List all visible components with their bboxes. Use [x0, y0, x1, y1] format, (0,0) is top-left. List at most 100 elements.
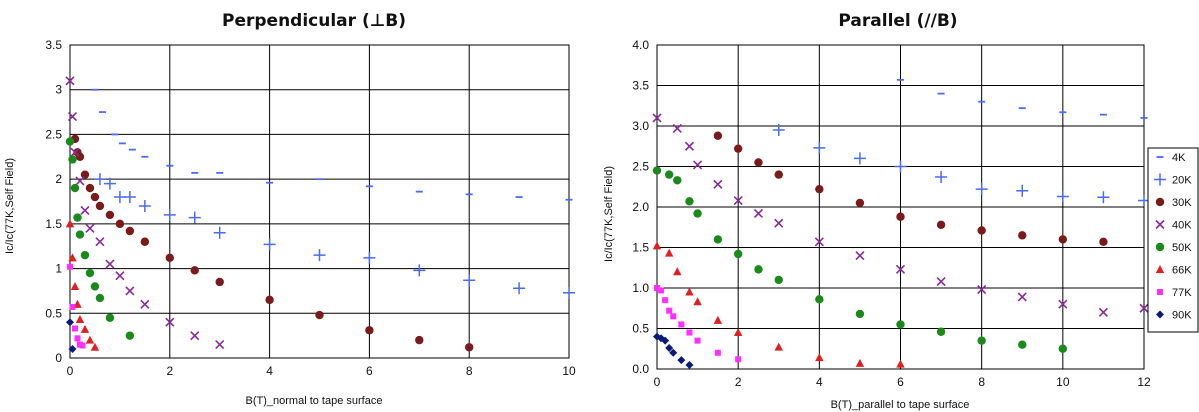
perpendicular-point-50k: [105, 313, 115, 322]
parallel-y-tick-label: 2.0: [632, 200, 649, 214]
parallel-point-40k: [652, 113, 662, 123]
perpendicular-point-30k: [95, 201, 105, 211]
perpendicular-point-77k: [67, 263, 73, 270]
legend-label: 77K: [1172, 287, 1192, 299]
parallel-y-tick-label: 2.5: [632, 160, 649, 174]
parallel-point-66k: [693, 297, 702, 306]
parallel-point-30k: [1099, 237, 1108, 247]
perpendicular-point-20k: [123, 191, 136, 204]
parallel-x-tick-label: 10: [1056, 375, 1070, 389]
parallel-point-40k: [672, 123, 682, 133]
parallel-x-tick-label: 2: [735, 375, 742, 389]
perpendicular-series-4k: [91, 88, 573, 201]
perpendicular-y-tick-label: 3: [55, 83, 62, 97]
parallel-y-tick-label: 1.5: [632, 241, 649, 255]
parallel-point-40k: [855, 251, 865, 261]
parallel-point-77k: [735, 356, 742, 363]
parallel-series-90k: [653, 332, 694, 369]
parallel-point-50k: [855, 309, 865, 319]
perpendicular-point-30k: [115, 219, 125, 229]
parallel-x-tick-label: 12: [1137, 375, 1151, 389]
perpendicular-point-20k: [93, 173, 106, 186]
parallel-point-50k: [754, 265, 763, 274]
legend-marker-90k: [1156, 310, 1164, 319]
perpendicular-point-50k: [73, 213, 82, 222]
parallel-point-77k: [714, 349, 721, 356]
legend-label: 90K: [1172, 310, 1192, 322]
perpendicular-series-40k: [65, 76, 225, 350]
parallel-series-4k: [897, 78, 1148, 119]
parallel-series-40k: [652, 113, 1149, 317]
parallel-point-66k: [664, 248, 674, 257]
parallel-point-30k: [774, 170, 783, 179]
parallel-marks: [652, 78, 1150, 369]
parallel-point-50k: [815, 295, 824, 304]
parallel-point-77k: [666, 307, 673, 314]
parallel-point-40k: [753, 208, 764, 219]
parallel-series-77k: [654, 285, 742, 363]
perpendicular-y-tick-label: 1.5: [45, 217, 62, 231]
legend-item-66k: 66K: [1155, 265, 1192, 277]
parallel-point-77k: [670, 313, 677, 320]
parallel-point-20k: [975, 183, 988, 196]
legend-marker-66k: [1155, 265, 1165, 273]
parallel-point-30k: [977, 226, 986, 235]
parallel-point-66k: [652, 241, 662, 250]
perpendicular-point-30k: [315, 310, 324, 320]
perpendicular-point-40k: [115, 271, 125, 281]
parallel-point-77k: [686, 329, 693, 336]
perpendicular-point-50k: [90, 282, 100, 291]
parallel-point-66k: [733, 328, 743, 337]
perpendicular-chart: Perpendicular (⊥B) 0 0.5 1 1.5 2 2.5 3 3.5 0 2 4 6 8…: [4, 11, 576, 407]
parallel-point-40k: [684, 141, 695, 151]
parallel-point-66k: [685, 287, 694, 296]
parallel-point-30k: [754, 158, 763, 167]
perpendicular-point-30k: [105, 210, 115, 220]
perpendicular-x-axis-label: B(T)_normal to tape surface: [246, 395, 383, 407]
perpendicular-point-77k: [71, 325, 78, 332]
perpendicular-point-77k: [74, 335, 81, 342]
legend-item-40k: 40K: [1155, 220, 1192, 232]
perpendicular-point-90k: [68, 345, 77, 354]
perpendicular-point-50k: [65, 137, 75, 146]
perpendicular-ticks: 0 0.5 1 1.5 2 2.5 3 3.5 0 2 4 6 8 10: [45, 38, 576, 378]
parallel-point-40k: [977, 285, 987, 295]
legend-frame: [1147, 147, 1199, 333]
perpendicular-point-30k: [190, 266, 199, 275]
parallel-point-20k: [1097, 191, 1110, 204]
parallel-point-30k: [733, 144, 743, 153]
parallel-point-40k: [895, 264, 906, 274]
legend-marker-77k: [1157, 289, 1163, 295]
parallel-y-tick-label: 0.5: [632, 322, 649, 336]
legend-label: 66K: [1172, 265, 1192, 277]
perpendicular-y-tick-label: 1: [55, 262, 62, 276]
parallel-point-20k: [772, 124, 785, 137]
parallel-y-tick-label: 4.0: [632, 38, 649, 52]
parallel-point-77k: [654, 285, 660, 291]
perpendicular-point-40k: [95, 237, 105, 247]
parallel-point-20k: [935, 171, 948, 184]
parallel-point-30k: [815, 184, 824, 194]
perpendicular-point-30k: [80, 170, 90, 179]
perpendicular-point-20k: [163, 208, 176, 221]
parallel-point-66k: [774, 342, 783, 351]
perpendicular-point-50k: [80, 250, 90, 260]
legend-marker-20k: [1154, 173, 1166, 186]
perpendicular-point-30k: [415, 335, 424, 345]
parallel-x-axis-label: B(T)_parallel to tape surface: [831, 399, 970, 411]
parallel-point-50k: [1058, 344, 1068, 353]
perpendicular-point-20k: [463, 274, 476, 287]
perpendicular-point-20k: [413, 264, 426, 277]
perpendicular-point-50k: [68, 155, 77, 164]
parallel-plot-frame: [656, 44, 1145, 370]
perpendicular-y-tick-label: 0: [55, 351, 62, 365]
perpendicular-series-90k: [66, 318, 77, 354]
parallel-point-50k: [936, 327, 946, 336]
perpendicular-point-66k: [90, 342, 100, 351]
perpendicular-point-66k: [70, 281, 80, 290]
perpendicular-y-tick-label: 2.5: [45, 127, 62, 141]
perpendicular-point-40k: [75, 176, 85, 186]
perpendicular-point-40k: [165, 317, 175, 327]
legend: 4K 20K 30K 40K 50K 66K 77K 90K: [1147, 147, 1199, 333]
perpendicular-point-30k: [90, 192, 100, 202]
